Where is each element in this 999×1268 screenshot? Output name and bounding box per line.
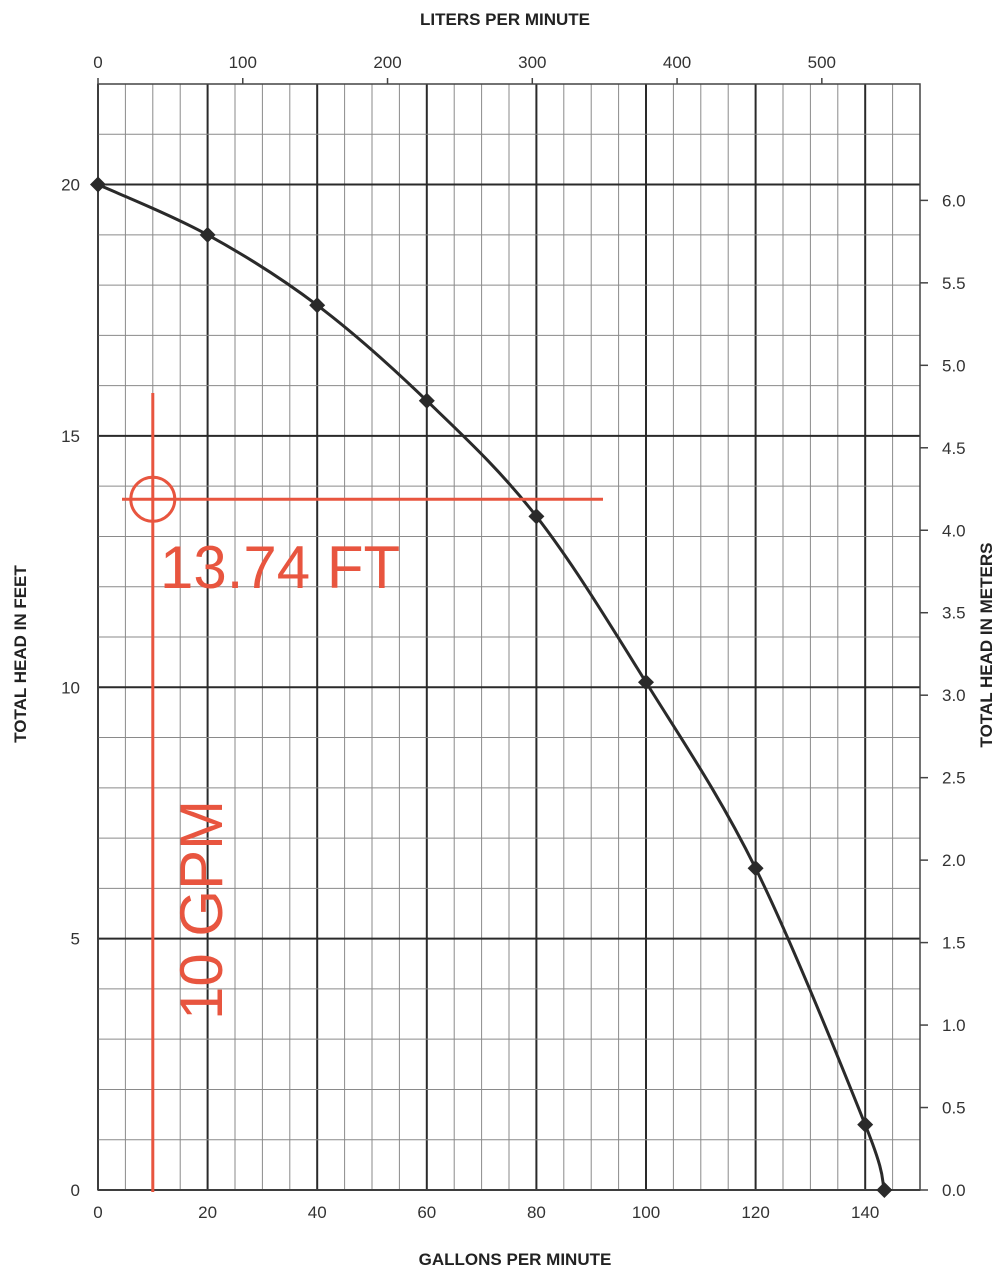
x-axis-title: GALLONS PER MINUTE: [419, 1250, 612, 1268]
y-tick-label: 15: [61, 427, 80, 446]
plot-frame: [97, 83, 921, 1191]
y-tick-label: 5: [71, 930, 80, 949]
data-point: [876, 1182, 893, 1198]
y-axis-title: TOTAL HEAD IN FEET: [11, 565, 30, 743]
y-tick-label: 10: [61, 678, 80, 697]
head-annotation-label: 13.74 FT: [160, 534, 400, 601]
annotation-layer: 13.74 FT 10 GPM: [122, 393, 603, 1192]
x-tick-label: 120: [741, 1203, 769, 1222]
x-tick-label: 0: [93, 1203, 102, 1222]
x2-tick-label: 300: [518, 53, 546, 72]
x2-tick-label: 0: [93, 53, 102, 72]
y2-tick-label: 2.0: [942, 851, 966, 870]
x2-axis-title: LITERS PER MINUTE: [420, 10, 590, 29]
y2-tick-label: 5.5: [942, 274, 966, 293]
y2-tick-label: 2.5: [942, 769, 966, 788]
y2-tick-label: 3.0: [942, 686, 966, 705]
x2-tick-label: 500: [808, 53, 836, 72]
y2-tick-label: 1.0: [942, 1016, 966, 1035]
data-point: [418, 392, 435, 409]
grid: [97, 83, 921, 1191]
y2-tick-label: 0.5: [942, 1099, 966, 1118]
x-tick-label: 80: [527, 1203, 546, 1222]
data-point: [528, 508, 545, 525]
operating-point-circle: [129, 475, 177, 523]
y2-tick-label: 4.0: [942, 521, 966, 540]
data-point: [857, 1116, 874, 1133]
x-tick-label: 140: [851, 1203, 879, 1222]
y2-tick-label: 6.0: [942, 191, 966, 210]
y-tick-label: 0: [71, 1181, 80, 1200]
y2-axis-title: TOTAL HEAD IN METERS: [977, 543, 996, 748]
y2-tick-label: 5.0: [942, 356, 966, 375]
y2-tick-label: 0.0: [942, 1181, 966, 1200]
series-layer: [90, 176, 893, 1198]
data-point: [638, 674, 654, 691]
x-tick-label: 40: [308, 1203, 327, 1222]
x-tick-label: 60: [417, 1203, 436, 1222]
x2-tick-label: 100: [229, 53, 257, 72]
y2-tick-label: 4.5: [942, 439, 966, 458]
data-point: [199, 226, 216, 243]
data-point: [747, 860, 764, 877]
data-point: [90, 176, 106, 193]
y2-tick-label: 3.5: [942, 604, 966, 623]
pump-curve-line: [97, 183, 886, 1191]
x-tick-label: 20: [198, 1203, 217, 1222]
gpm-annotation-label: 10 GPM: [168, 800, 235, 1020]
y2-tick-label: 1.5: [942, 934, 966, 953]
data-point: [309, 297, 326, 314]
x2-tick-label: 400: [663, 53, 691, 72]
x2-tick-label: 200: [373, 53, 401, 72]
x-tick-label: 100: [632, 1203, 660, 1222]
y-tick-label: 20: [61, 176, 80, 195]
